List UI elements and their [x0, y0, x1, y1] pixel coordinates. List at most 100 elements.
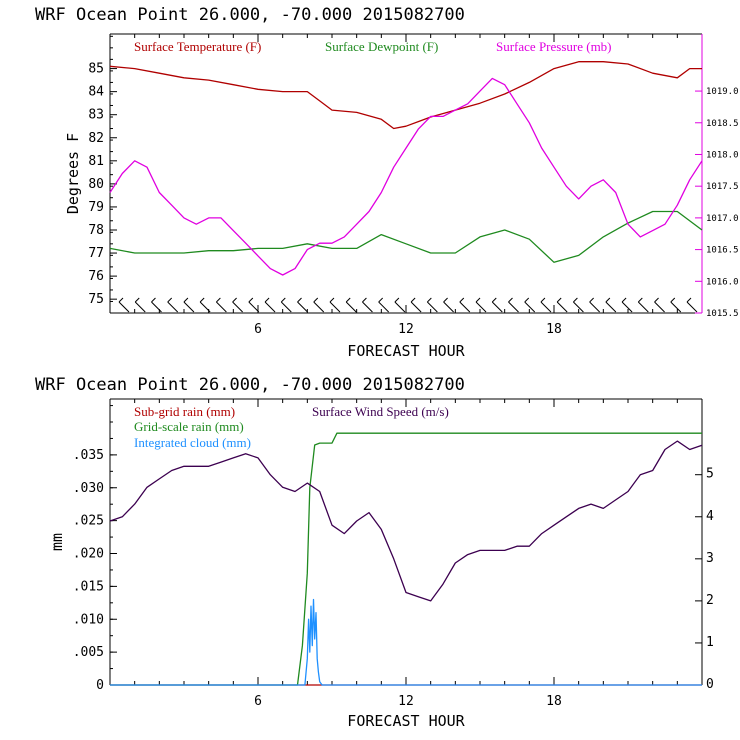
panel1-series-surface-pressure-mb [109, 77, 703, 276]
panel1-wind-barb-flag [313, 297, 319, 303]
panel1-wind-barb [621, 301, 633, 313]
panel1-y-tick-label: 82 [88, 131, 104, 146]
panel1-wind-barb [378, 301, 390, 313]
panel1-wind-barb [280, 301, 292, 313]
panel1-wind-barb [394, 301, 406, 313]
panel1-wind-barb-flag [183, 297, 189, 303]
panel1-wind-barb [313, 301, 325, 313]
panel1-wind-barb-flag [573, 297, 578, 303]
panel1-wind-barb [232, 301, 243, 313]
panel2-title: WRF Ocean Point 26.000, -70.000 20150827… [35, 375, 465, 395]
panel1-wind-barb [410, 301, 422, 313]
panel1-y2-tick-label: 1019.0 [706, 87, 739, 97]
panel1-wind-barb [183, 301, 195, 313]
panel1-wind-barb [605, 301, 617, 313]
panel1-wind-barb [654, 301, 665, 313]
panel2-x-tick-label: 18 [546, 694, 562, 709]
panel2-y2-tick-label: 2 [706, 593, 714, 608]
panel1-legend-surface-temperature-f: Surface Temperature (F) [134, 39, 261, 54]
panel1-wind-barb-flag [199, 297, 205, 303]
panel1-wind-barb [443, 301, 454, 313]
panel1-wind-barb-flag [508, 297, 513, 303]
panel1-wind-barb [589, 301, 600, 313]
panel2-y2-tick-label: 0 [706, 677, 714, 692]
panel1-y2-tick-label: 1017.5 [706, 182, 739, 192]
panel1-wind-barb-flag [362, 297, 367, 303]
panel2-series-integrated-cloud-mm [110, 598, 702, 686]
panel1-y2-tick-label: 1016.0 [706, 277, 739, 287]
panel1-wind-barb [540, 301, 552, 313]
panel2-y-tick-label: .005 [73, 645, 104, 660]
panel1-wind-barb-flag [589, 297, 594, 303]
panel1-wind-barb [134, 301, 146, 313]
panel1-wind-barb [556, 301, 568, 313]
panel2-legend-grid-scale-rain-mm: Grid-scale rain (mm) [134, 419, 244, 434]
panel1-wind-barb-flag [654, 297, 659, 303]
panel2-y-tick-label: .015 [73, 579, 104, 594]
panel1-series-surface-temperature-f [109, 61, 702, 130]
panel1-wind-barb [248, 301, 260, 313]
panel1-y-tick-label: 78 [88, 223, 104, 238]
panel1-wind-barb [670, 301, 682, 313]
panel1-wind-barb-flag [134, 297, 140, 303]
panel2-y2-tick-label: 4 [706, 509, 714, 524]
panel1-wind-barb-flag [426, 297, 432, 303]
panel1-wind-barb-flag [475, 297, 481, 303]
panel1-wind-barb-flag [167, 297, 173, 303]
panel2-y-tick-label: .030 [73, 481, 104, 496]
panel1-x-tick-label: 18 [546, 322, 562, 337]
panel1-wind-barb [167, 301, 179, 313]
panel1-y-tick-label: 77 [88, 246, 104, 261]
panel2-y2-tick-label: 5 [706, 467, 714, 482]
panel1-x-axis-label: FORECAST HOUR [347, 342, 465, 360]
panel1-title: WRF Ocean Point 26.000, -70.000 20150827… [35, 5, 465, 25]
panel1-y-tick-label: 83 [88, 108, 104, 123]
panel1-y2-tick-label: 1018.0 [706, 150, 739, 160]
panel1-y2-tick-label: 1016.5 [706, 246, 739, 256]
panel2-y2-tick-label: 3 [706, 551, 714, 566]
panel1-y2-tick-label: 1017.0 [706, 214, 739, 224]
panel1-y2-tick-label: 1015.5 [706, 309, 739, 319]
panel1-wind-barb-flag [621, 297, 627, 303]
panel1-wind-barb-flag [151, 297, 156, 303]
panel2-legend-surface-wind-speed-m-s: Surface Wind Speed (m/s) [312, 404, 449, 419]
panel1-x-tick-label: 6 [254, 322, 262, 337]
panel1-wind-barb-flag [118, 297, 124, 303]
panel2-x-tick-label: 6 [254, 694, 262, 709]
panel1-wind-barb [264, 301, 276, 313]
panel1-wind-barb-flag [329, 297, 335, 303]
panel1-wind-barb-flag [394, 297, 400, 303]
panel1-wind-barb-flag [556, 297, 562, 303]
panel2-y-tick-label: .025 [73, 514, 104, 529]
panel1-wind-barb [151, 301, 162, 313]
panel1-wind-barb-flag [297, 297, 302, 303]
panel1-wind-barb [118, 301, 130, 313]
panel1-wind-barb-flag [524, 297, 530, 303]
panel2-x-tick-label: 12 [398, 694, 414, 709]
panel1-wind-barb-flag [378, 297, 384, 303]
panel1-wind-barb-flag [264, 297, 270, 303]
panel2-series-surface-wind-speed-m-s [109, 440, 703, 602]
panel1-wind-barb [199, 301, 211, 313]
panel1-wind-barb [216, 301, 227, 313]
panel2-y-tick-label: .020 [73, 547, 104, 562]
panel1-wind-barb [329, 301, 341, 313]
panel1-wind-barb [459, 301, 471, 313]
panel1-wind-barb-flag [280, 297, 286, 303]
panel2-y-tick-label: .010 [73, 612, 104, 627]
panel1-wind-barb-flag [232, 297, 237, 303]
panel1-y2-tick-label: 1018.5 [706, 119, 739, 129]
panel2-series-grid-scale-rain-mm [110, 432, 702, 686]
panel1-wind-barb-flag [637, 297, 643, 303]
panel1-wind-barb [524, 301, 536, 313]
panel1-wind-barb [686, 301, 698, 313]
panel1-wind-barb-flag [459, 297, 465, 303]
panel2-y-axis-label: mm [48, 533, 66, 551]
panel1-y-axis-label: Degrees F [64, 133, 82, 214]
panel1-wind-barb-flag [443, 297, 448, 303]
panel2-legend-sub-grid-rain-mm: Sub-grid rain (mm) [134, 404, 235, 419]
panel2-y-tick-label: 0 [96, 678, 104, 693]
panel1-wind-barb-flag [410, 297, 416, 303]
panel1-wind-barb [573, 301, 584, 313]
